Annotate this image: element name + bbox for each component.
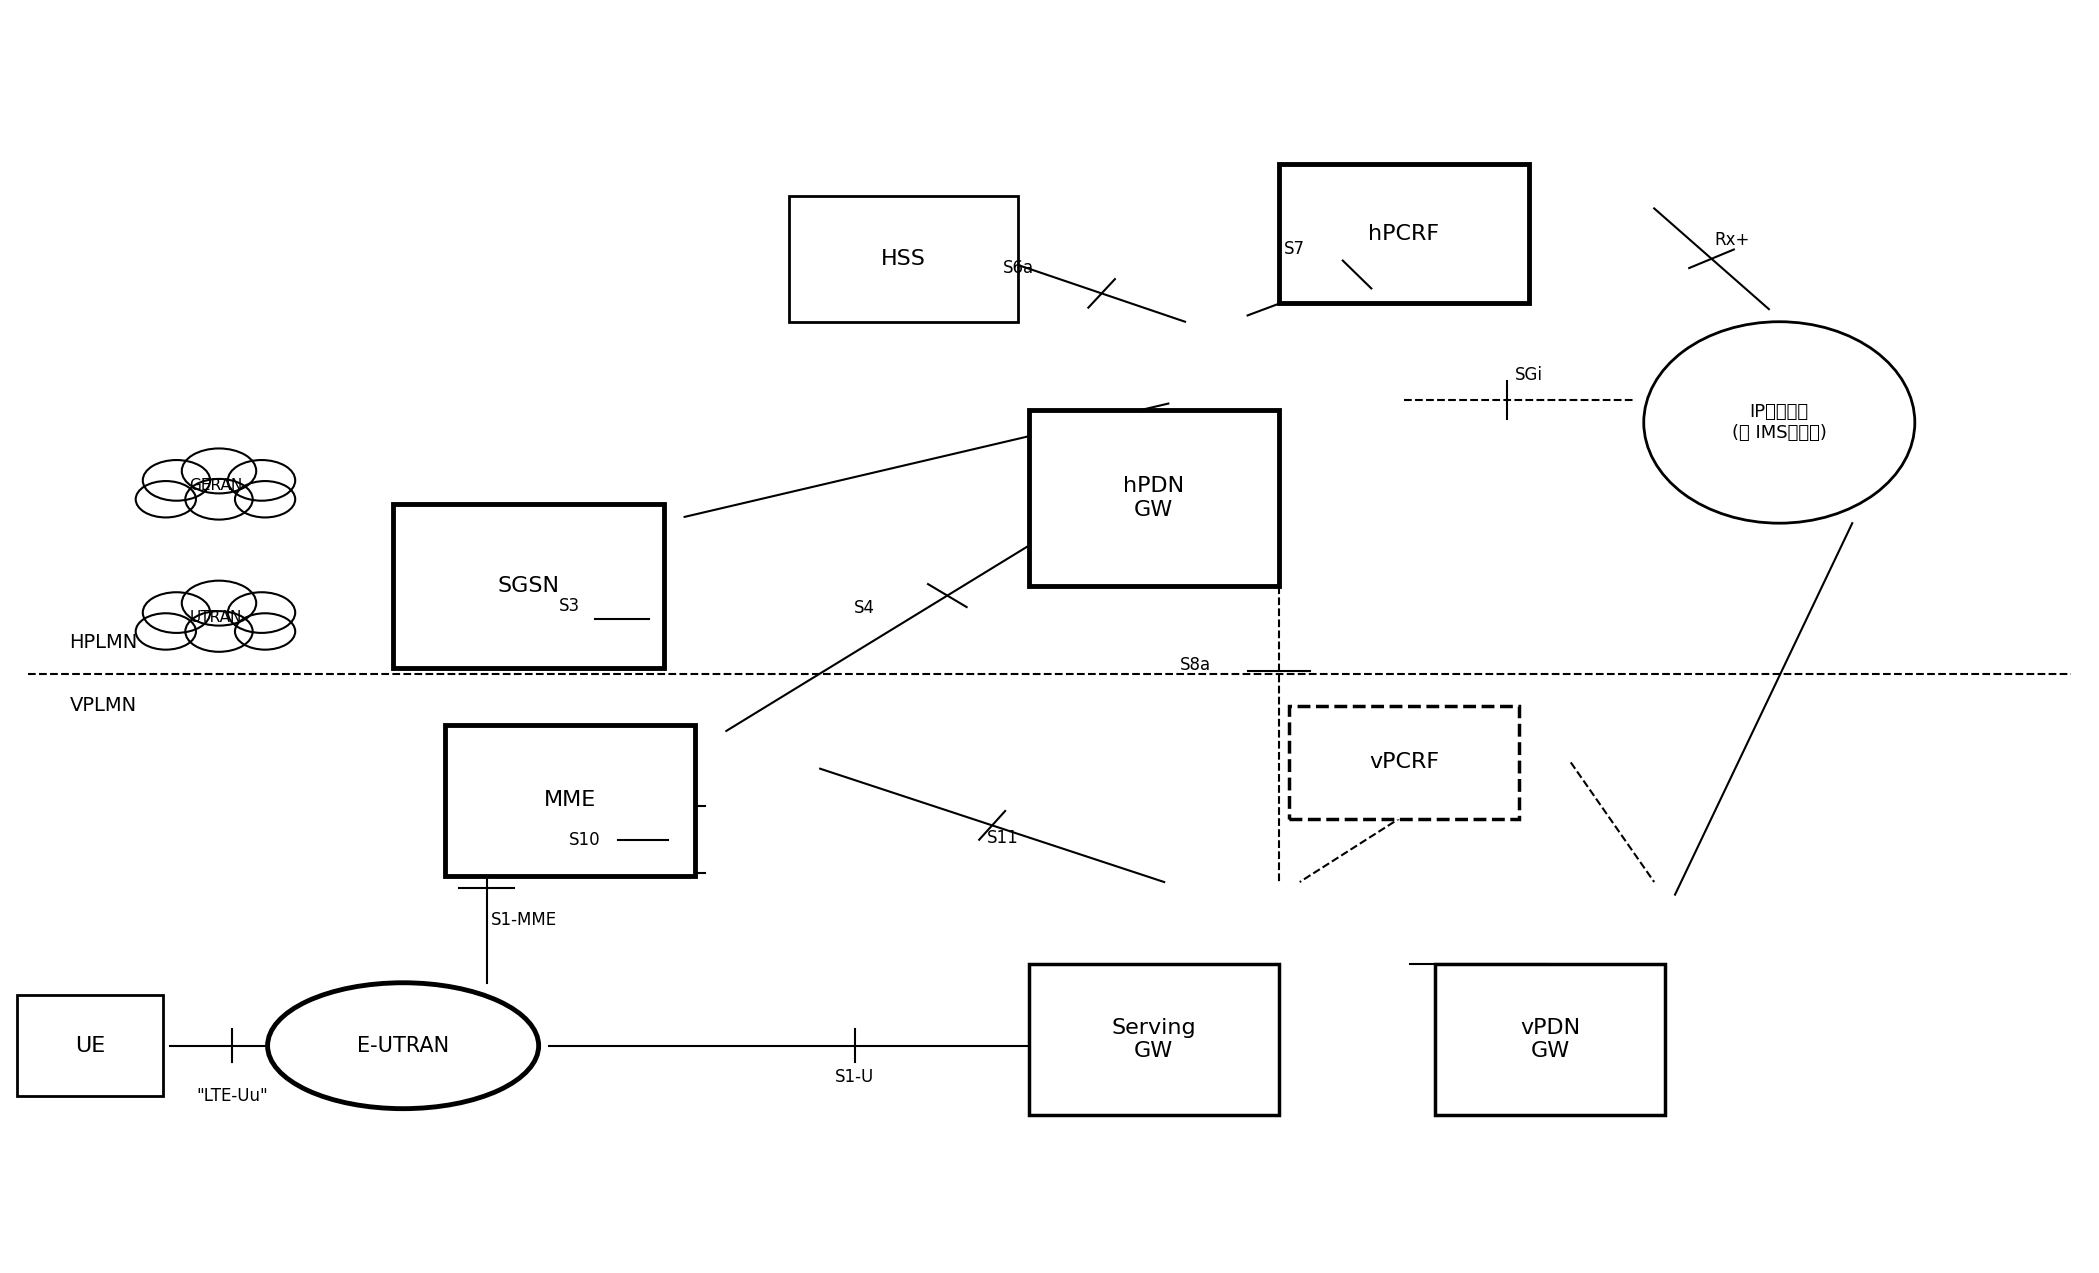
Text: hPCRF: hPCRF: [1369, 224, 1440, 243]
Circle shape: [143, 460, 210, 500]
FancyBboxPatch shape: [1278, 164, 1528, 303]
Text: UE: UE: [76, 1036, 105, 1055]
Circle shape: [229, 592, 296, 633]
Text: E-UTRAN: E-UTRAN: [357, 1036, 449, 1055]
FancyBboxPatch shape: [445, 724, 695, 876]
Circle shape: [229, 460, 296, 500]
Text: vPCRF: vPCRF: [1369, 752, 1440, 773]
Text: HSS: HSS: [882, 248, 926, 269]
Text: VPLMN: VPLMN: [69, 696, 136, 715]
Text: S10: S10: [569, 831, 600, 849]
Text: S4: S4: [854, 600, 875, 617]
Text: S6a: S6a: [1003, 260, 1035, 278]
Text: SGi: SGi: [1515, 365, 1543, 383]
Circle shape: [185, 479, 252, 519]
Text: S1-MME: S1-MME: [491, 910, 556, 929]
Text: SGSN: SGSN: [497, 577, 558, 596]
Text: S7: S7: [1285, 241, 1306, 258]
Text: S3: S3: [558, 597, 581, 615]
FancyBboxPatch shape: [1289, 705, 1520, 819]
Circle shape: [235, 614, 296, 649]
Circle shape: [136, 614, 195, 649]
Text: HPLMN: HPLMN: [69, 633, 139, 652]
Circle shape: [136, 481, 195, 517]
FancyBboxPatch shape: [1436, 964, 1665, 1115]
Circle shape: [183, 448, 256, 494]
FancyBboxPatch shape: [17, 995, 164, 1096]
Circle shape: [143, 592, 210, 633]
Ellipse shape: [1644, 322, 1914, 523]
Circle shape: [235, 481, 296, 517]
Ellipse shape: [267, 983, 539, 1109]
Text: S1-U: S1-U: [835, 1068, 873, 1086]
Text: "LTE-Uu": "LTE-Uu": [197, 1087, 269, 1105]
Text: UTRAN: UTRAN: [189, 610, 241, 625]
Text: Rx+: Rx+: [1715, 230, 1751, 250]
Text: hPDN
GW: hPDN GW: [1123, 476, 1184, 519]
FancyBboxPatch shape: [393, 504, 663, 668]
Circle shape: [185, 611, 252, 652]
Text: S8a: S8a: [1180, 656, 1211, 673]
FancyBboxPatch shape: [789, 196, 1018, 322]
Text: vPDN
GW: vPDN GW: [1520, 1018, 1581, 1060]
Text: S11: S11: [987, 829, 1018, 847]
Text: Serving
GW: Serving GW: [1112, 1018, 1196, 1060]
Text: MME: MME: [544, 791, 596, 810]
FancyBboxPatch shape: [1029, 410, 1278, 586]
Text: GERAN: GERAN: [189, 477, 241, 493]
Circle shape: [183, 580, 256, 625]
Text: IP业务控制
(如 IMS业务等): IP业务控制 (如 IMS业务等): [1732, 404, 1826, 442]
FancyBboxPatch shape: [1029, 964, 1278, 1115]
